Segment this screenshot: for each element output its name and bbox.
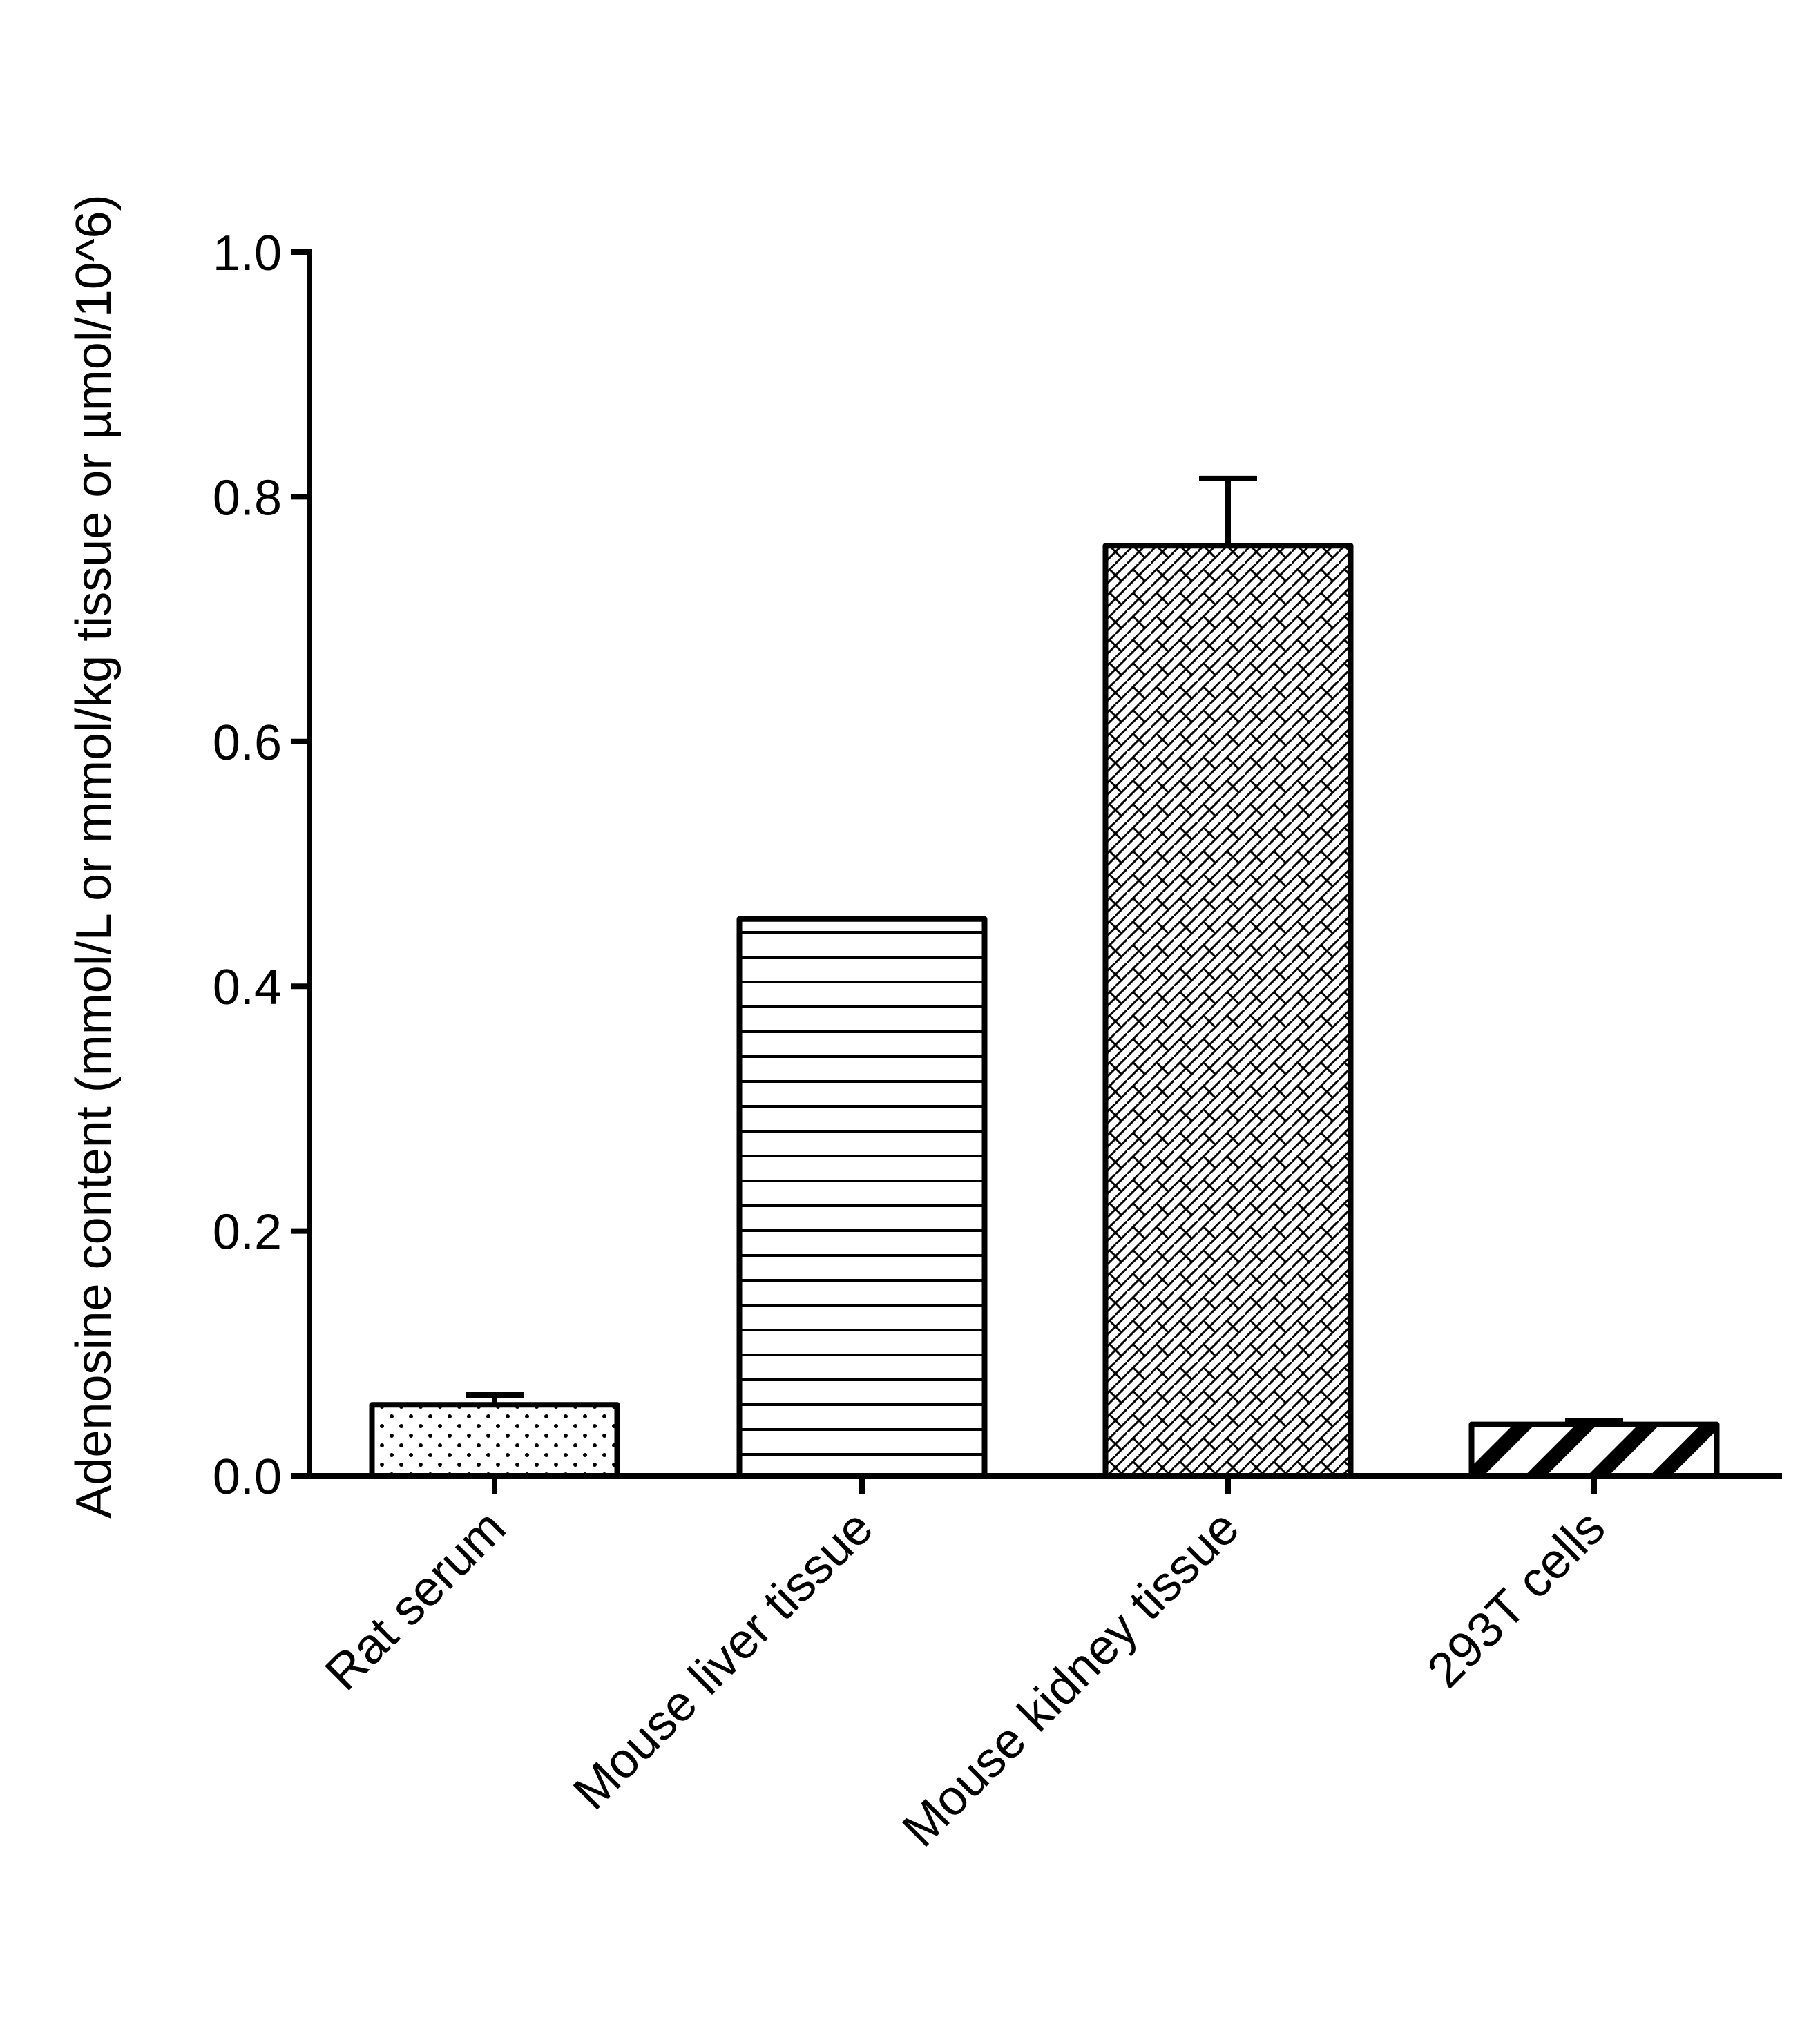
x-tick-label: Mouse kidney tissue	[892, 1500, 1249, 1858]
y-axis-title: Adenosine content (mmol/L or mmol/kg tis…	[66, 194, 122, 1518]
y-ticks-layer: 0.0 0.2 0.4 0.6 0.8 1.0	[213, 226, 309, 1505]
y-tick-label: 0.0	[213, 1450, 282, 1505]
bar	[736, 916, 988, 1479]
x-tick-label: Rat serum	[315, 1500, 516, 1701]
error-bars-layer	[466, 475, 1623, 1425]
x-tick-label: 293T cells	[1417, 1500, 1616, 1699]
y-tick-label: 0.2	[213, 1205, 282, 1260]
y-tick-label: 1.0	[213, 226, 282, 281]
bar	[369, 1402, 620, 1479]
bar	[1102, 543, 1354, 1479]
bars-layer	[369, 543, 1720, 1479]
y-tick-label: 0.8	[213, 470, 282, 526]
bar	[1468, 1421, 1720, 1479]
x-ticks-layer: Rat serum Mouse liver tissue Mouse kidney …	[315, 1476, 1616, 1858]
x-tick-label: Mouse liver tissue	[563, 1500, 883, 1820]
y-tick-label: 0.6	[213, 715, 282, 771]
y-tick-label: 0.4	[213, 960, 282, 1015]
